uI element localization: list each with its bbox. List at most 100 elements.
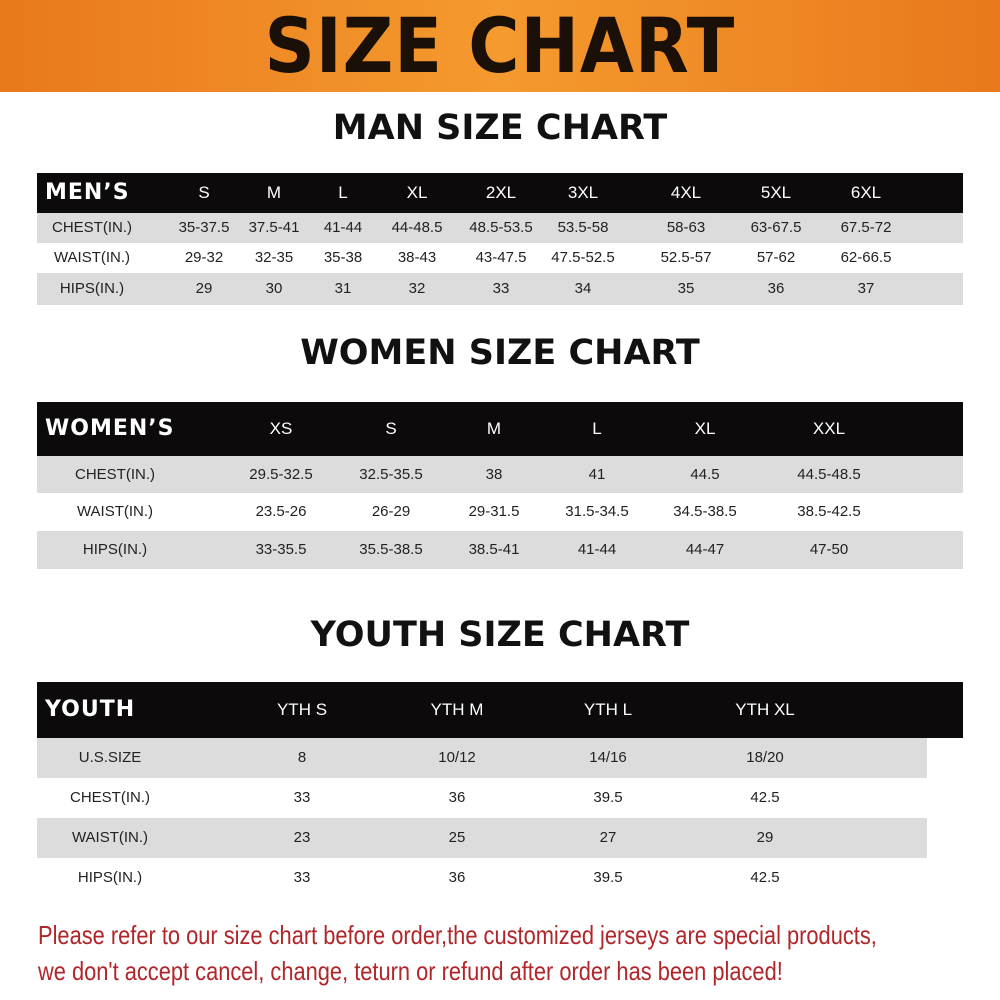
banner-title: SIZE CHART: [264, 1, 736, 90]
youth-header-row: YOUTH YTH S YTH M YTH L YTH XL: [37, 682, 963, 738]
women-header-row: WOMEN’S XS S M L XL XXL: [37, 402, 963, 456]
measurement-value: 29: [195, 280, 213, 297]
measurement-value: 37: [857, 280, 875, 297]
measurement-value: 32-35: [254, 249, 294, 266]
men-table-row: WAIST(IN.) 29-32 32-35 35-38 38-43 43-47.5 47.…: [37, 243, 963, 273]
measurement-value: 57-62: [756, 249, 796, 266]
measurement-value: 34.5-38.5: [673, 503, 737, 520]
size-header: M: [266, 183, 282, 202]
size-header: 3XL: [567, 183, 599, 202]
men-header-row: MEN’S S M L XL 2XL 3XL 4XL 5XL 6XL: [37, 173, 963, 213]
size-header: 2XL: [485, 183, 517, 202]
measurement-value: 41-44: [323, 219, 363, 236]
measurement-value: 36: [767, 280, 785, 297]
measurement-value: 35.5-38.5: [359, 541, 423, 558]
measurement-value: 38.5-41: [468, 541, 520, 558]
measurement-value: 38-43: [397, 249, 437, 266]
youth-table-row: HIPS(IN.) 33 36 39.5 42.5: [37, 858, 927, 898]
youth-size-table: YOUTH YTH S YTH M YTH L YTH XL U.S.SIZE 8 10/12…: [37, 682, 963, 898]
measurement-value: 47-50: [809, 541, 849, 558]
size-header: S: [385, 419, 397, 438]
women-title: WOMEN SIZE CHART: [300, 333, 700, 373]
measurement-value: 41-44: [577, 541, 617, 558]
size-header: XL: [694, 419, 716, 438]
measurement-value: 35: [677, 280, 695, 297]
measurement-label: CHEST(IN.): [52, 219, 132, 236]
measurement-label: WAIST(IN.): [76, 503, 154, 520]
size-header: YTH L: [583, 700, 633, 719]
measurement-value: 53.5-58: [557, 219, 609, 236]
measurement-value: 38.5-42.5: [797, 503, 861, 520]
men-table-row: HIPS(IN.) 29 30 31 32 33 34 35 36 37: [37, 273, 963, 305]
measurement-value: 29-32: [184, 249, 224, 266]
table-label: WOMEN’S: [45, 416, 175, 441]
measurement-value: 8: [297, 749, 307, 766]
size-header: S: [198, 183, 210, 202]
measurement-label: WAIST(IN.): [53, 249, 131, 266]
measurement-value: 58-63: [666, 219, 706, 236]
measurement-value: 36: [448, 789, 466, 806]
women-table-row: CHEST(IN.) 29.5-32.5 32.5-35.5 38 41 44.5 44.5…: [37, 456, 963, 493]
measurement-value: 41: [588, 466, 606, 483]
table-label: MEN’S: [45, 180, 130, 205]
measurement-value: 37.5-41: [248, 219, 300, 236]
size-header: XXL: [812, 419, 846, 438]
size-header: L: [592, 419, 602, 438]
youth-table-row: CHEST(IN.) 33 36 39.5 42.5: [37, 778, 927, 818]
size-header: 6XL: [850, 183, 882, 202]
measurement-value: 35-38: [323, 249, 363, 266]
measurement-value: 14/16: [589, 749, 627, 766]
measurement-value: 10/12: [438, 749, 476, 766]
measurement-value: 44-48.5: [391, 219, 443, 236]
measurement-value: 34: [574, 280, 592, 297]
measurement-value: 33: [492, 280, 510, 297]
measurement-value: 23: [293, 829, 311, 846]
measurement-value: 43-47.5: [475, 249, 527, 266]
measurement-label: HIPS(IN.): [59, 280, 125, 297]
measurement-label: WAIST(IN.): [71, 829, 149, 846]
size-header: M: [486, 419, 502, 438]
size-header: 4XL: [670, 183, 702, 202]
measurement-value: 52.5-57: [660, 249, 712, 266]
size-header: YTH M: [430, 700, 484, 719]
size-header: XL: [406, 183, 428, 202]
measurement-value: 42.5: [750, 869, 780, 886]
men-size-table: MEN’S S M L XL 2XL 3XL 4XL 5XL 6XL CHEST(IN.) 35-37…: [37, 173, 963, 305]
measurement-label: HIPS(IN.): [82, 541, 148, 558]
measurement-value: 44.5: [690, 466, 720, 483]
measurement-value: 44-47: [685, 541, 725, 558]
measurement-label: CHEST(IN.): [70, 789, 150, 806]
measurement-label: CHEST(IN.): [75, 466, 155, 483]
size-header: YTH S: [276, 700, 328, 719]
measurement-value: 30: [265, 280, 283, 297]
measurement-value: 33: [293, 869, 311, 886]
table-label: YOUTH: [45, 697, 136, 722]
measurement-value: 35-37.5: [178, 219, 230, 236]
measurement-value: 39.5: [593, 789, 623, 806]
measurement-value: 36: [448, 869, 466, 886]
measurement-value: 33-35.5: [255, 541, 307, 558]
measurement-value: 33: [293, 789, 311, 806]
footer-notice-line1: Please refer to our size chart before or…: [38, 920, 877, 950]
size-header: YTH XL: [735, 700, 795, 719]
youth-table-row: WAIST(IN.) 23 25 27 29: [37, 818, 927, 858]
measurement-label: HIPS(IN.): [77, 869, 143, 886]
measurement-value: 26-29: [371, 503, 411, 520]
size-header: L: [338, 183, 348, 202]
men-title: MAN SIZE CHART: [332, 108, 668, 148]
youth-title: YOUTH SIZE CHART: [310, 615, 690, 655]
measurement-value: 42.5: [750, 789, 780, 806]
measurement-value: 31.5-34.5: [565, 503, 629, 520]
measurement-value: 32: [408, 280, 426, 297]
measurement-value: 27: [599, 829, 617, 846]
size-header: XS: [269, 419, 293, 438]
women-table-row: WAIST(IN.) 23.5-26 26-29 29-31.5 31.5-34.5 34…: [37, 493, 963, 531]
measurement-value: 47.5-52.5: [551, 249, 615, 266]
measurement-value: 29: [756, 829, 774, 846]
measurement-value: 29-31.5: [468, 503, 520, 520]
measurement-value: 67.5-72: [840, 219, 892, 236]
measurement-value: 62-66.5: [840, 249, 892, 266]
measurement-value: 29.5-32.5: [249, 466, 313, 483]
measurement-value: 44.5-48.5: [797, 466, 861, 483]
measurement-value: 63-67.5: [750, 219, 802, 236]
